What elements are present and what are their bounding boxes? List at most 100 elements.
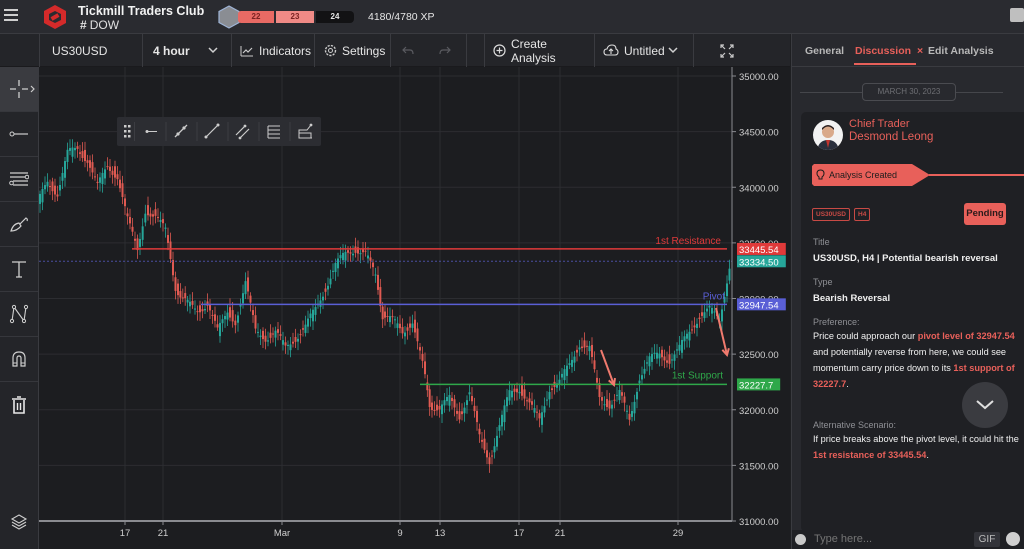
title-label: Title xyxy=(813,237,830,247)
type-label: Type xyxy=(813,277,833,287)
chevron-right-icon xyxy=(30,85,35,93)
redo-button[interactable] xyxy=(429,34,467,67)
layout-save-button[interactable]: Untitled xyxy=(595,34,694,67)
chevron-down-icon xyxy=(976,400,994,410)
analysis-panel: General Discussion × Edit Analysis MARCH… xyxy=(791,34,1024,549)
xp-text: 4180/4780 XP xyxy=(368,11,435,23)
timeline-connector xyxy=(929,174,1024,176)
svg-text:32227.7: 32227.7 xyxy=(739,380,773,391)
author-name[interactable]: Desmond Leong xyxy=(849,131,934,143)
fib-retracement-icon xyxy=(267,125,280,139)
horizontal-line-tool[interactable] xyxy=(0,112,38,157)
svg-text:32000.00: 32000.00 xyxy=(739,406,779,417)
xp-level-23: 23 xyxy=(276,11,314,23)
fullscreen-button[interactable] xyxy=(694,34,764,67)
redo-icon xyxy=(439,46,451,54)
avatar[interactable] xyxy=(813,120,843,150)
tab-discussion[interactable]: Discussion × xyxy=(855,45,924,57)
settings-button[interactable]: Settings xyxy=(315,34,391,67)
indicators-button[interactable]: Indicators xyxy=(232,34,315,67)
active-tab-indicator xyxy=(854,63,916,65)
preference-label: Preference: xyxy=(813,317,860,327)
svg-text:13: 13 xyxy=(435,528,446,539)
type-value: Bearish Reversal xyxy=(813,293,891,304)
svg-text:Pivot: Pivot xyxy=(703,291,725,302)
xp-progress-bar: 22 23 24 xyxy=(238,11,356,23)
create-analysis-button[interactable]: Create Analysis xyxy=(484,34,595,67)
svg-text:34500.00: 34500.00 xyxy=(739,128,779,139)
message-composer: GIF xyxy=(792,530,1024,549)
trend-line-icon xyxy=(204,123,220,139)
fib-lines-icon xyxy=(9,172,29,186)
gear-icon xyxy=(324,44,337,57)
chevron-down-icon xyxy=(208,47,218,54)
symbol-selector[interactable]: US30USD xyxy=(39,34,143,67)
svg-text:35000.00: 35000.00 xyxy=(739,72,779,83)
analysis-message-card: Chief Trader Desmond Leong Analysis Crea… xyxy=(801,112,1024,532)
author-role: Chief Trader xyxy=(849,118,910,130)
status-badge: Pending xyxy=(964,203,1006,225)
text-icon xyxy=(12,261,26,278)
svg-text:Mar: Mar xyxy=(274,528,290,539)
analysis-created-tag xyxy=(812,164,930,186)
cloud-upload-icon xyxy=(603,44,619,56)
horizontal-ray-icon xyxy=(145,130,157,133)
undo-icon xyxy=(401,46,414,54)
pattern-tool[interactable] xyxy=(0,292,38,337)
chevron-down-icon xyxy=(668,47,678,54)
gif-button[interactable]: GIF xyxy=(974,532,1000,547)
svg-text:1st Support: 1st Support xyxy=(672,370,723,381)
drawing-floating-toolbar xyxy=(117,117,321,146)
preference-text: Price could approach our pivot level of … xyxy=(813,331,1015,389)
tickmill-logo xyxy=(44,5,66,29)
hash-icon: # xyxy=(80,18,87,32)
magnet-icon xyxy=(12,351,26,367)
checklist-icon[interactable] xyxy=(1010,8,1024,22)
message-input[interactable] xyxy=(814,533,964,545)
add-attachment-icon[interactable] xyxy=(795,534,806,545)
brand-title: Tickmill Traders Club xyxy=(78,4,205,18)
drawing-tools-sidebar xyxy=(0,67,39,549)
lightbulb-icon xyxy=(816,169,825,180)
author-photo xyxy=(817,125,839,150)
svg-text:1st Resistance: 1st Resistance xyxy=(655,236,721,247)
svg-text:31000.00: 31000.00 xyxy=(739,517,779,528)
svg-text:29: 29 xyxy=(673,528,684,539)
fullscreen-icon xyxy=(719,43,734,58)
text-tool[interactable] xyxy=(0,247,38,292)
layers-button[interactable] xyxy=(0,499,38,544)
price-chart[interactable]: 1st Resistance Pivot 1st Support 35000.00 34… xyxy=(39,67,790,549)
crosshair-tool[interactable] xyxy=(0,67,38,112)
x-axis-scrollbar[interactable] xyxy=(39,537,732,549)
close-icon[interactable]: × xyxy=(916,45,924,57)
candlestick-chart[interactable]: 1st Resistance Pivot 1st Support 35000.00 34… xyxy=(39,67,790,549)
horizontal-line-icon xyxy=(9,131,28,137)
xp-level-22: 22 xyxy=(238,11,274,23)
symbol-chip: US30USD xyxy=(812,208,850,221)
brush-tool[interactable] xyxy=(0,202,38,247)
channel-name[interactable]: # DOW xyxy=(80,18,120,32)
svg-text:17: 17 xyxy=(120,528,131,539)
trash-icon xyxy=(12,395,26,414)
undo-button[interactable] xyxy=(391,34,429,67)
menu-icon[interactable] xyxy=(4,9,18,21)
path-icon xyxy=(298,123,313,139)
level-badge-icon xyxy=(218,5,240,29)
svg-text:31500.00: 31500.00 xyxy=(739,461,779,472)
trend-line-extended-icon xyxy=(174,124,188,138)
emoji-icon[interactable] xyxy=(1006,532,1020,546)
parallel-channel-icon xyxy=(235,124,250,140)
magnet-tool[interactable] xyxy=(0,337,38,382)
date-badge: MARCH 30, 2023 xyxy=(862,83,956,101)
scroll-to-bottom-button[interactable] xyxy=(962,382,1008,428)
brush-icon xyxy=(10,217,28,232)
layers-icon xyxy=(10,513,28,530)
fib-lines-tool[interactable] xyxy=(0,157,38,202)
delete-drawings-button[interactable] xyxy=(0,382,38,427)
indicators-icon xyxy=(240,45,253,56)
svg-text:21: 21 xyxy=(158,528,169,539)
tab-general[interactable]: General xyxy=(805,45,845,57)
interval-selector[interactable]: 4 hour xyxy=(143,34,232,67)
tab-edit-analysis[interactable]: Edit Analysis xyxy=(928,45,994,57)
alternative-text: If price breaks above the pivot level, i… xyxy=(813,434,1019,460)
